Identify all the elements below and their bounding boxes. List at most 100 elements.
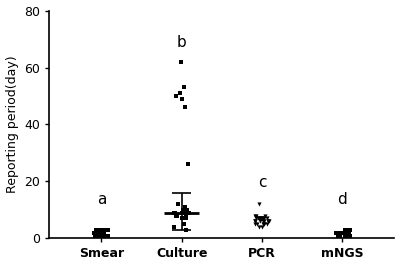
Point (252, 222, 258, 226)
Point (97, 231, 104, 235)
Point (95, 228, 101, 232)
Point (261, 222, 267, 226)
Point (252, 219, 258, 223)
Point (104, 234, 111, 238)
Point (182, 105, 188, 110)
Point (265, 219, 271, 223)
Point (102, 234, 108, 238)
Point (260, 219, 266, 223)
Point (252, 219, 258, 223)
Point (100, 231, 106, 235)
Point (253, 214, 260, 218)
Point (179, 97, 186, 101)
Point (185, 162, 192, 167)
Point (182, 216, 189, 221)
Point (180, 208, 187, 212)
Point (95, 228, 102, 232)
Point (337, 234, 343, 238)
Point (336, 231, 342, 235)
Point (264, 219, 271, 223)
Point (262, 214, 269, 218)
Text: c: c (258, 175, 266, 190)
Text: b: b (177, 35, 186, 51)
Point (345, 231, 352, 235)
Point (347, 228, 353, 232)
Point (171, 225, 177, 229)
Point (261, 222, 268, 226)
Point (254, 222, 260, 226)
Point (99, 234, 105, 238)
Point (91, 231, 97, 235)
Point (335, 231, 341, 235)
Point (170, 211, 177, 215)
Point (98, 231, 104, 235)
Point (104, 234, 111, 238)
Point (95, 234, 101, 238)
Point (256, 219, 263, 223)
Point (93, 228, 99, 232)
Point (258, 216, 264, 221)
Point (261, 219, 268, 223)
Text: d: d (337, 192, 347, 207)
Point (174, 214, 180, 218)
Point (101, 228, 108, 232)
Y-axis label: Reporting period(day): Reporting period(day) (6, 56, 18, 193)
Point (175, 202, 182, 206)
Point (172, 211, 178, 215)
Point (263, 222, 270, 226)
Point (341, 231, 348, 235)
Point (97, 228, 104, 232)
Point (96, 228, 103, 232)
Point (98, 234, 105, 238)
Point (97, 228, 103, 232)
Point (256, 202, 262, 206)
Point (100, 231, 107, 235)
Point (342, 228, 348, 232)
Point (346, 231, 352, 235)
Point (176, 91, 183, 95)
Point (180, 222, 187, 226)
Point (347, 234, 354, 238)
Point (258, 216, 265, 221)
Point (99, 231, 106, 235)
Point (253, 216, 260, 221)
Point (256, 225, 262, 229)
Point (183, 228, 189, 232)
Point (92, 234, 98, 238)
Point (99, 228, 105, 232)
Point (251, 219, 258, 223)
Point (266, 219, 272, 223)
Point (94, 228, 100, 232)
Point (336, 231, 342, 235)
Text: a: a (97, 192, 106, 207)
Point (263, 216, 270, 221)
Point (179, 211, 185, 215)
Point (345, 228, 352, 232)
Point (184, 208, 190, 212)
Point (260, 216, 266, 221)
Point (340, 231, 346, 235)
Point (257, 216, 264, 221)
Point (337, 231, 344, 235)
Point (340, 231, 346, 235)
Point (252, 214, 258, 218)
Point (94, 231, 101, 235)
Point (342, 231, 348, 235)
Point (94, 234, 100, 238)
Point (182, 205, 188, 209)
Point (342, 231, 349, 235)
Point (346, 228, 352, 232)
Point (183, 214, 189, 218)
Point (101, 231, 107, 235)
Point (337, 231, 343, 235)
Point (336, 231, 342, 235)
Point (174, 214, 180, 218)
Point (333, 231, 340, 235)
Point (186, 211, 192, 215)
Point (181, 85, 188, 90)
Point (90, 231, 97, 235)
Point (103, 228, 109, 232)
Point (94, 231, 101, 235)
Point (260, 222, 266, 226)
Point (260, 216, 267, 221)
